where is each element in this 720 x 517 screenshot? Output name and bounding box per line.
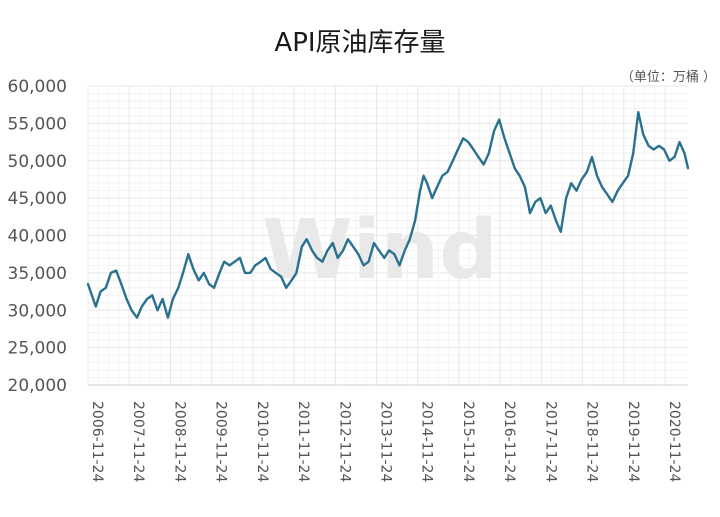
x-tick-label: 2020-11-24	[666, 401, 682, 482]
y-tick-label: 60,000	[8, 77, 67, 97]
y-tick-label: 45,000	[8, 189, 67, 209]
x-tick-label: 2018-11-24	[584, 401, 600, 482]
x-tick-label: 2015-11-24	[460, 401, 476, 482]
x-tick-label: 2013-11-24	[378, 401, 394, 482]
x-tick-label: 2007-11-24	[130, 401, 146, 482]
x-tick-label: 2011-11-24	[295, 401, 311, 482]
x-tick-label: 2010-11-24	[254, 401, 270, 482]
series-layer	[86, 110, 690, 319]
series-line	[86, 110, 690, 319]
y-tick-label: 20,000	[8, 376, 67, 396]
x-axis: 2006-11-24 2007-11-24 2008-11-24 2009-11-24…	[88, 384, 688, 482]
x-tick-label: 2009-11-24	[213, 401, 229, 482]
y-tick-label: 50,000	[8, 152, 67, 172]
y-tick-label: 25,000	[8, 339, 67, 359]
x-tick-label: 2012-11-24	[336, 401, 352, 482]
y-tick-label: 30,000	[8, 301, 67, 321]
unit-note: （单位：万桶 ）	[620, 70, 716, 85]
x-tick-label: 2006-11-24	[89, 401, 105, 482]
y-tick-label: 35,000	[8, 264, 67, 284]
x-tick-label: 2014-11-24	[419, 401, 435, 482]
x-tick-label: 2016-11-24	[501, 401, 517, 482]
x-tick-label: 2008-11-24	[171, 401, 187, 482]
x-tick-label: 2019-11-24	[625, 401, 641, 482]
y-tick-label: 55,000	[8, 114, 67, 134]
y-tick-label: 40,000	[8, 227, 67, 247]
chart-title: API原油库存量	[274, 28, 446, 58]
x-tick-label: 2017-11-24	[542, 401, 558, 482]
y-axis: 60,000 55,000 50,000 45,000 40,000 35,000 30,0…	[8, 77, 67, 396]
